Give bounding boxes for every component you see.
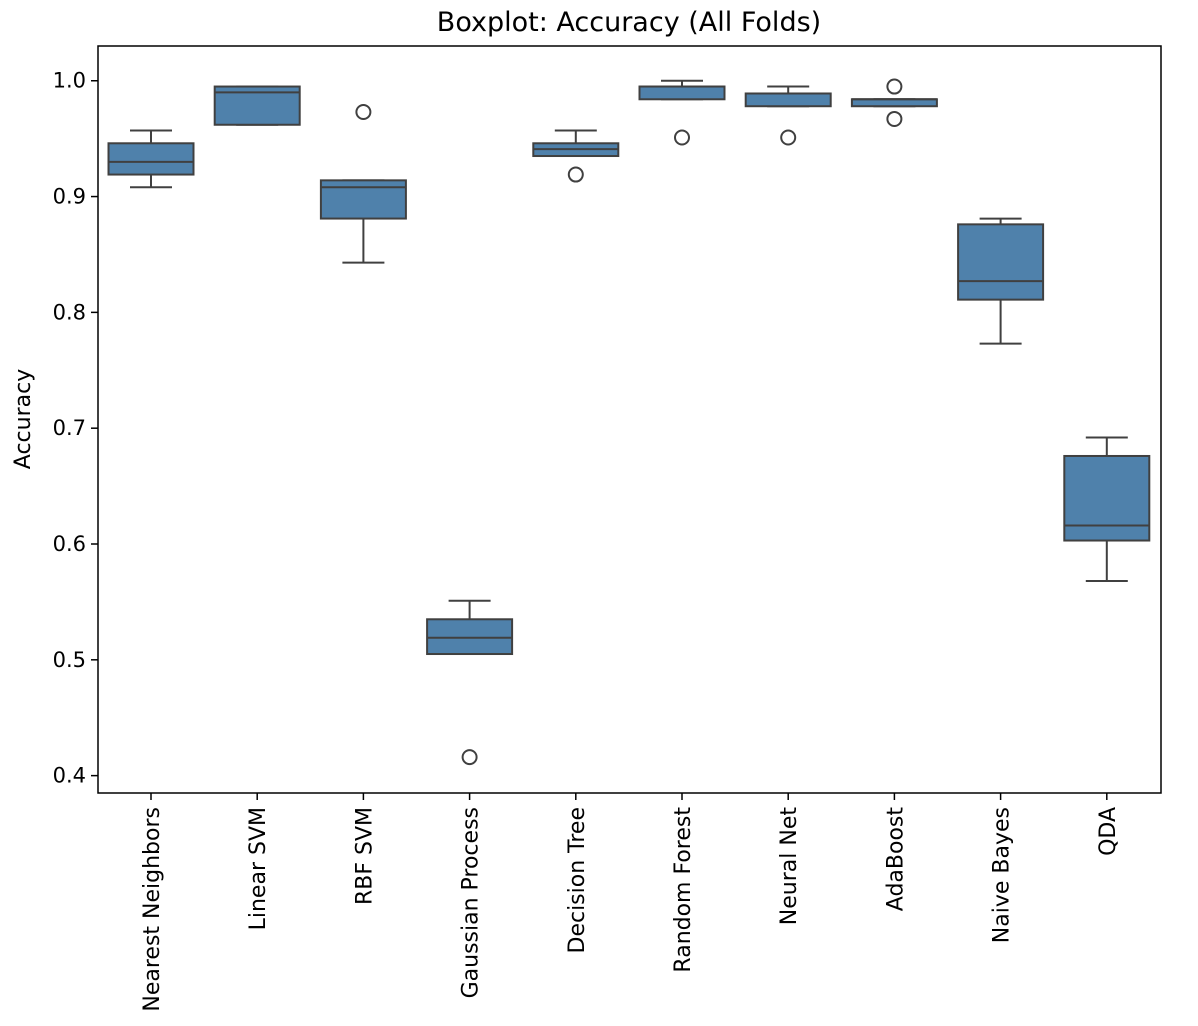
outlier-point bbox=[461, 749, 478, 766]
outlier-point bbox=[355, 104, 372, 121]
box-group bbox=[426, 599, 514, 766]
y-tick-label: 0.8 bbox=[53, 300, 86, 324]
box-group bbox=[744, 85, 832, 146]
box-group bbox=[107, 129, 195, 189]
x-tick-label: Gaussian Process bbox=[459, 807, 484, 998]
outlier-point bbox=[886, 110, 903, 127]
box-group bbox=[532, 129, 620, 183]
box bbox=[638, 85, 726, 101]
y-tick-label: 0.7 bbox=[53, 416, 86, 440]
chart-title: Boxplot: Accuracy (All Folds) bbox=[437, 7, 821, 38]
box-group bbox=[213, 85, 301, 126]
box bbox=[1063, 454, 1151, 542]
box-group bbox=[319, 104, 407, 264]
box-group bbox=[1063, 436, 1151, 583]
y-tick-label: 0.9 bbox=[53, 185, 86, 209]
x-tick-label: Random Forest bbox=[671, 807, 696, 973]
box bbox=[744, 92, 832, 108]
x-tick-label: AdaBoost bbox=[883, 807, 908, 912]
box bbox=[426, 618, 514, 656]
plot-area: 0.4 0.5 0.6 0.7 0.8 0.9 1.0 Nearest Neighbors Li… bbox=[53, 69, 1151, 1012]
x-tick-label: Decision Tree bbox=[565, 807, 590, 954]
y-tick-label: 0.5 bbox=[53, 648, 86, 672]
plot-frame bbox=[97, 45, 1162, 794]
x-tick-label: QDA bbox=[1096, 807, 1121, 856]
x-tick-label: Nearest Neighbors bbox=[140, 807, 165, 1012]
x-tick-label: Naive Bayes bbox=[990, 807, 1015, 943]
box bbox=[107, 142, 195, 176]
y-axis-label: Accuracy bbox=[11, 369, 36, 469]
x-tick-label: Linear SVM bbox=[246, 807, 271, 930]
box-group bbox=[638, 79, 726, 146]
x-tick-label: Neural Net bbox=[777, 807, 802, 926]
box bbox=[319, 179, 407, 220]
box-group bbox=[850, 78, 938, 127]
outlier-point bbox=[674, 129, 690, 146]
y-tick-label: 1.0 bbox=[53, 69, 86, 93]
outlier-point bbox=[886, 78, 903, 95]
box bbox=[957, 223, 1045, 301]
box bbox=[850, 98, 938, 108]
outlier-point bbox=[780, 129, 797, 146]
x-tick-label: RBF SVM bbox=[352, 807, 377, 905]
outlier-point bbox=[567, 166, 584, 183]
box-group bbox=[957, 217, 1045, 345]
y-tick-label: 0.6 bbox=[53, 532, 86, 556]
y-tick-label: 0.4 bbox=[53, 764, 86, 788]
